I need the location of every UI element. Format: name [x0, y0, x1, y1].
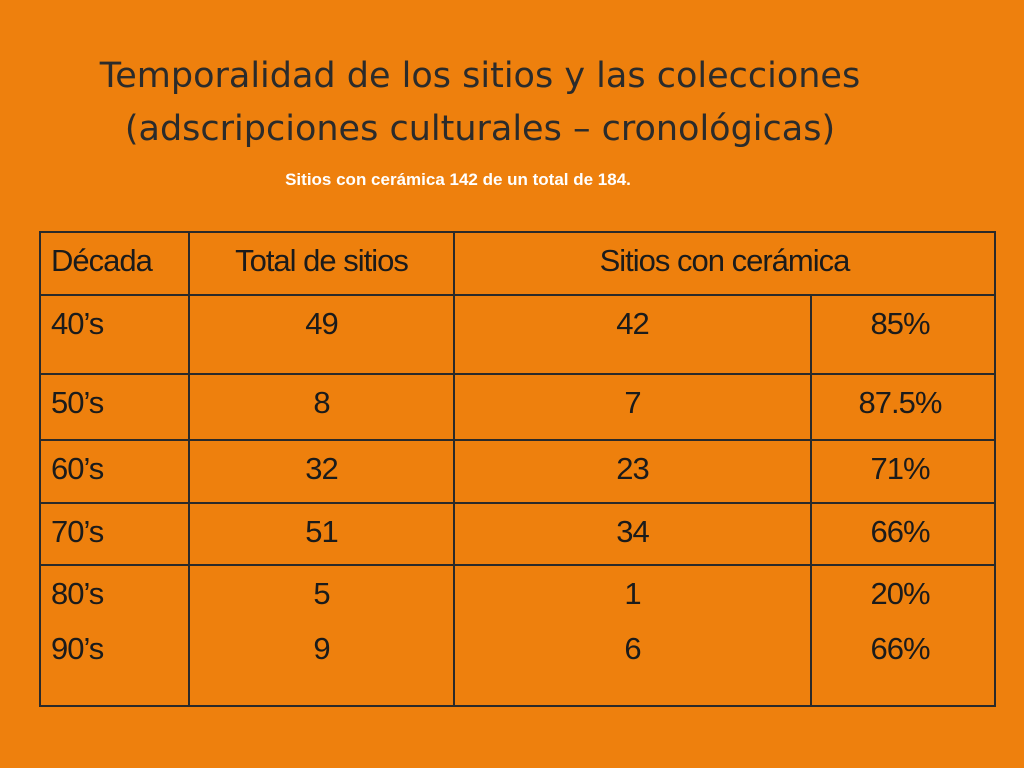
slide-title-line-2: (adscripciones culturales – cronológicas… — [124, 109, 836, 149]
table-row: 50’s 8 7 87.5% — [39, 373, 996, 441]
table-row: 80’s 5 1 20% — [39, 564, 996, 627]
cell-percent: 85% — [810, 294, 996, 375]
cell-ceramic: 42 — [453, 294, 812, 375]
header-decade: Década — [39, 231, 190, 296]
slide-subtitle: Sitios con cerámica 142 de un total de 1… — [285, 170, 631, 189]
table-header-row: Década Total de sitios Sitios con cerámi… — [39, 231, 996, 296]
cell-decade: 40’s — [39, 294, 190, 375]
cell-ceramic: 6 — [453, 627, 812, 707]
header-total-sites: Total de sitios — [188, 231, 455, 296]
header-ceramic-sites: Sitios con cerámica — [453, 231, 996, 296]
cell-percent: 66% — [810, 502, 996, 566]
data-table: Década Total de sitios Sitios con cerámi… — [39, 231, 996, 707]
cell-ceramic: 1 — [453, 564, 812, 627]
cell-percent: 71% — [810, 439, 996, 504]
cell-decade: 80’s — [39, 564, 190, 627]
cell-ceramic: 34 — [453, 502, 812, 566]
cell-total: 32 — [188, 439, 455, 504]
cell-decade: 90’s — [39, 627, 190, 707]
cell-percent: 87.5% — [810, 373, 996, 441]
table-row: 90’s 9 6 66% — [39, 627, 996, 707]
cell-ceramic: 23 — [453, 439, 812, 504]
slide-title: Temporalidad de los sitios y las colecci… — [0, 50, 960, 156]
table-row: 60’s 32 23 71% — [39, 439, 996, 504]
slide-title-line-1: Temporalidad de los sitios y las colecci… — [99, 56, 861, 96]
cell-total: 5 — [188, 564, 455, 627]
cell-total: 9 — [188, 627, 455, 707]
table-row: 70’s 51 34 66% — [39, 502, 996, 566]
cell-percent: 20% — [810, 564, 996, 627]
cell-total: 51 — [188, 502, 455, 566]
table-row: 40’s 49 42 85% — [39, 294, 996, 375]
cell-total: 8 — [188, 373, 455, 441]
cell-decade: 50’s — [39, 373, 190, 441]
cell-decade: 70’s — [39, 502, 190, 566]
cell-ceramic: 7 — [453, 373, 812, 441]
cell-total: 49 — [188, 294, 455, 375]
cell-percent: 66% — [810, 627, 996, 707]
cell-decade: 60’s — [39, 439, 190, 504]
